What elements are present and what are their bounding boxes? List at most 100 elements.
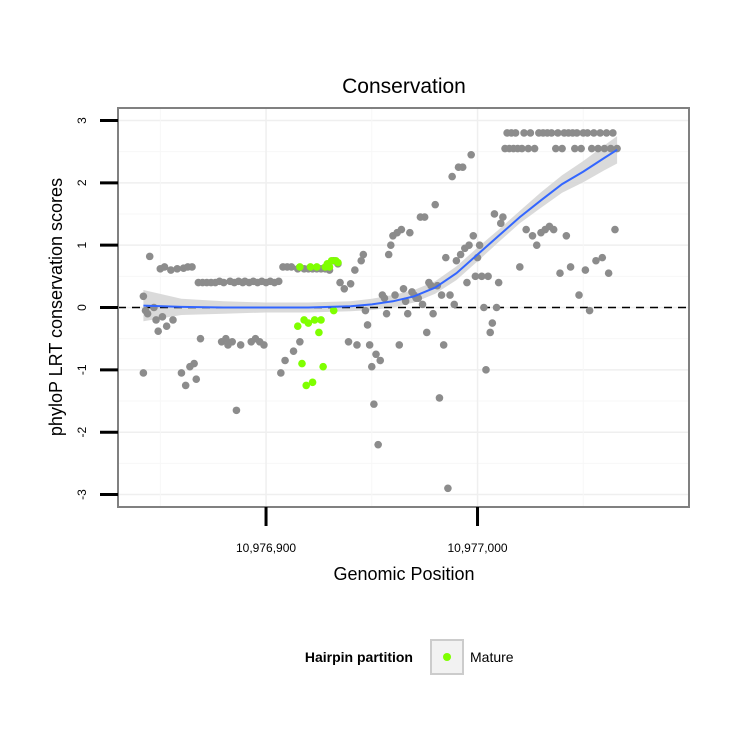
data-point — [158, 313, 167, 321]
data-point — [446, 291, 454, 299]
data-point — [351, 266, 359, 274]
data-point — [450, 300, 459, 309]
data-point — [587, 144, 596, 153]
y-tick-label: 2 — [75, 179, 89, 186]
data-point — [435, 394, 444, 402]
data-point — [554, 129, 562, 137]
data-point — [374, 440, 382, 449]
data-point — [431, 200, 440, 209]
data-point-mature — [306, 263, 315, 271]
data-point — [477, 272, 486, 281]
data-point — [150, 303, 158, 312]
data-point — [296, 337, 304, 346]
data-point — [192, 375, 201, 383]
data-point — [422, 328, 431, 337]
data-point — [387, 241, 395, 249]
data-point — [496, 219, 505, 228]
data-point — [196, 334, 205, 343]
data-point — [169, 316, 177, 324]
data-point — [602, 129, 611, 137]
data-point — [482, 366, 490, 374]
data-point — [448, 172, 456, 181]
data-point-mature — [304, 319, 313, 327]
data-point — [492, 303, 501, 312]
legend-title: Hairpin partition — [305, 649, 413, 665]
y-tick-label: -1 — [75, 364, 89, 375]
data-point — [575, 291, 583, 299]
data-point — [456, 250, 465, 259]
data-point — [152, 316, 160, 324]
data-point-mature — [329, 306, 338, 315]
legend-label-mature: Mature — [470, 649, 514, 665]
data-point — [467, 150, 475, 159]
data-point — [391, 291, 399, 299]
data-point — [581, 266, 590, 274]
legend: Hairpin partition Mature — [305, 639, 514, 675]
data-point-mature — [319, 362, 327, 371]
y-axis-title: phyloP LRT conservation scores — [46, 178, 66, 436]
data-point — [344, 337, 353, 346]
y-tick-label: 0 — [75, 304, 89, 311]
data-point — [361, 306, 370, 315]
data-point — [562, 232, 571, 240]
data-point — [549, 225, 558, 234]
data-point — [357, 256, 366, 265]
data-point — [499, 213, 507, 221]
data-point-mature — [308, 378, 317, 387]
data-point — [494, 278, 503, 287]
data-point — [420, 213, 429, 221]
data-point — [606, 144, 615, 153]
data-point — [511, 129, 520, 137]
data-point — [406, 228, 414, 237]
data-point — [558, 144, 566, 153]
data-point — [367, 362, 376, 371]
x-tick-label: 10,976,900 — [236, 541, 296, 555]
data-point — [484, 272, 492, 281]
data-point — [289, 347, 298, 355]
data-point — [143, 309, 152, 318]
data-point — [609, 129, 617, 137]
y-tick-label: -2 — [75, 427, 89, 438]
data-point — [429, 309, 437, 318]
data-point — [353, 341, 361, 349]
data-point — [469, 232, 478, 240]
confidence-band — [143, 136, 618, 322]
data-point — [219, 278, 228, 287]
data-point — [596, 129, 604, 137]
data-point — [236, 341, 245, 349]
data-point — [522, 225, 530, 234]
data-point — [167, 266, 175, 274]
data-point — [524, 144, 533, 153]
data-point-mature — [334, 258, 342, 267]
data-point — [518, 144, 526, 153]
data-point — [444, 484, 452, 493]
y-axis: -3 -2 -1 0 1 2 3 — [75, 117, 118, 500]
data-point — [490, 210, 499, 218]
data-point — [480, 303, 488, 312]
x-axis-title: Genomic Position — [333, 564, 474, 584]
data-point — [418, 300, 427, 309]
data-point — [190, 359, 198, 368]
data-point — [372, 350, 380, 359]
data-point — [463, 278, 471, 287]
data-point — [346, 280, 355, 288]
data-point — [441, 253, 450, 262]
data-point — [526, 129, 535, 137]
data-point — [154, 327, 162, 335]
data-point — [232, 406, 241, 415]
data-point — [139, 292, 148, 301]
y-tick-label: 1 — [75, 242, 89, 249]
data-point — [471, 272, 480, 281]
data-point-mature — [310, 316, 319, 324]
data-point-mature — [317, 316, 325, 324]
data-point — [566, 263, 575, 271]
data-point — [281, 356, 289, 365]
data-point — [397, 225, 406, 234]
data-point — [486, 328, 495, 337]
data-point — [376, 356, 385, 365]
y-tick-label: -3 — [75, 489, 89, 500]
x-tick-label: 10,977,000 — [447, 541, 507, 555]
data-point-mature — [298, 359, 306, 368]
data-point — [437, 291, 446, 299]
